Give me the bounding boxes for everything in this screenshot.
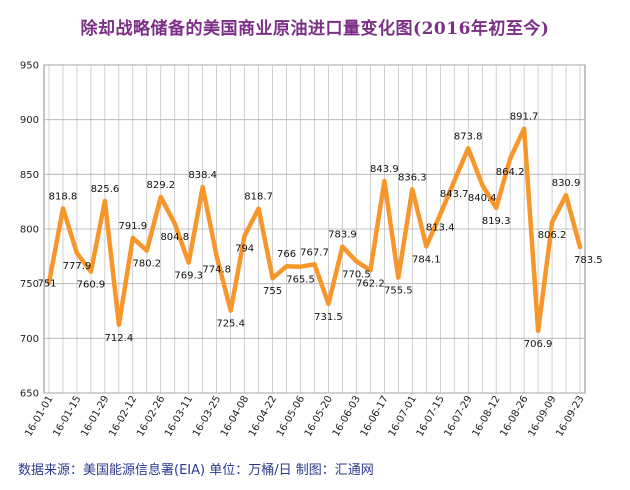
data-label: 818.7 <box>244 192 273 203</box>
data-label: 829.2 <box>146 180 175 191</box>
data-labels: 751 818.8 777.9 760.9 825.6 712.4 791.9 780.2 82… <box>37 112 602 350</box>
x-tick-label: 16-06-03 <box>331 394 363 439</box>
data-label: 731.5 <box>314 312 343 323</box>
x-axis-ticks: 16-01-0116-01-1516-01-2916-02-1216-02-26… <box>23 394 586 439</box>
y-tick-label: 650 <box>20 389 39 400</box>
data-label: 770.5 <box>342 269 371 280</box>
x-tick-label: 16-04-22 <box>247 394 279 439</box>
data-label: 813.4 <box>426 222 455 233</box>
footer-source: 数据来源：美国能源信息署(EIA) 单位：万桶/日 制图：汇通网 <box>18 463 374 478</box>
y-tick-label: 750 <box>20 279 39 290</box>
chart-title: 除却战略储备的美国商业原油进口量变化图(2016年初至今) <box>80 19 550 39</box>
data-label: 804.8 <box>160 232 189 243</box>
data-label: 755 <box>263 286 282 297</box>
y-tick-label: 950 <box>20 61 39 72</box>
data-label: 712.4 <box>105 333 134 344</box>
y-tick-label: 850 <box>20 170 39 181</box>
x-tick-label: 16-02-26 <box>135 394 167 439</box>
data-label: 825.6 <box>91 184 120 195</box>
x-tick-label: 16-07-01 <box>387 394 419 439</box>
data-label: 843.7 <box>440 189 469 200</box>
x-tick-label: 16-09-09 <box>526 394 558 439</box>
x-tick-label: 16-01-15 <box>51 394 83 439</box>
x-tick-label: 16-07-15 <box>415 394 447 439</box>
data-label: 760.9 <box>77 280 106 291</box>
data-label: 777.9 <box>63 261 92 272</box>
x-tick-label: 16-08-26 <box>498 394 530 439</box>
data-label: 706.9 <box>524 339 553 350</box>
data-label: 769.3 <box>174 271 203 282</box>
y-tick-label: 900 <box>20 115 39 126</box>
x-tick-label: 16-01-01 <box>23 394 55 439</box>
series-line <box>46 126 583 334</box>
x-tick-label: 16-05-20 <box>303 394 335 439</box>
data-label: 784.1 <box>412 254 441 265</box>
data-label: 843.9 <box>370 164 399 175</box>
data-label: 766 <box>277 249 296 260</box>
x-tick-label: 16-07-29 <box>443 394 475 439</box>
data-label: 725.4 <box>216 319 245 330</box>
data-label: 840.4 <box>468 193 497 204</box>
x-tick-label: 16-03-11 <box>163 394 195 439</box>
data-label: 751 <box>37 279 56 290</box>
x-tick-label: 16-08-12 <box>471 394 503 439</box>
data-label: 873.8 <box>454 131 483 142</box>
data-label: 774.8 <box>202 265 231 276</box>
data-label: 838.4 <box>188 170 217 181</box>
x-tick-label: 16-03-25 <box>191 394 223 439</box>
data-label: 791.9 <box>119 221 148 232</box>
data-label: 806.2 <box>538 230 567 241</box>
x-tick-label: 16-02-12 <box>107 394 139 439</box>
data-label: 783.9 <box>328 230 357 241</box>
data-label: 780.2 <box>132 259 161 270</box>
y-tick-label: 800 <box>20 225 39 236</box>
x-tick-label: 16-01-29 <box>79 394 111 439</box>
x-tick-label: 16-09-23 <box>554 394 586 439</box>
data-label: 794 <box>235 244 254 255</box>
y-axis-ticks: 650 700 750 800 850 900 950 <box>20 61 39 400</box>
x-tick-label: 16-06-17 <box>359 394 391 439</box>
data-label: 762.2 <box>356 278 385 289</box>
data-label: 767.7 <box>300 247 329 258</box>
data-label: 818.8 <box>49 191 78 202</box>
data-label: 765.5 <box>286 275 315 286</box>
data-label: 819.3 <box>482 216 511 227</box>
data-label: 891.7 <box>510 112 539 123</box>
data-label: 755.5 <box>384 286 413 297</box>
data-label: 830.9 <box>552 178 581 189</box>
y-tick-label: 700 <box>20 334 39 345</box>
data-label: 783.5 <box>574 255 603 266</box>
x-tick-label: 16-05-06 <box>275 394 307 439</box>
grid-lines <box>44 64 585 394</box>
data-label: 864.2 <box>496 167 525 178</box>
data-label: 836.3 <box>398 172 427 183</box>
x-tick-label: 16-04-08 <box>219 394 251 439</box>
